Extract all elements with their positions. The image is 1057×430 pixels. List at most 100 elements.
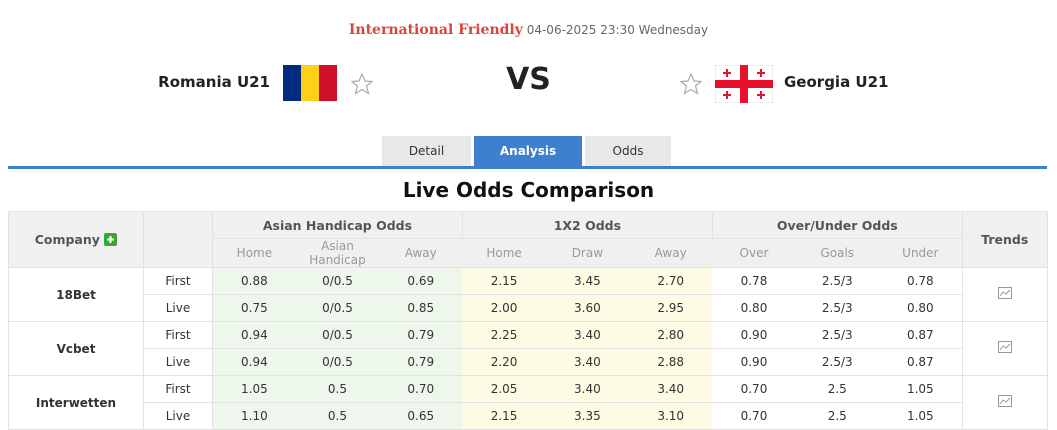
odds-cell: 0.94 (212, 321, 296, 349)
row-label: First (143, 321, 213, 349)
header-row: Company Asian Handicap Odds 1X2 Odds Ove… (8, 211, 1048, 268)
odds-cell: 0.5 (295, 375, 380, 403)
odds-row: Live 0.75 0/0.5 0.85 2.00 3.60 2.95 0.80 2.5/3 0.… (9, 294, 1048, 322)
odds-cell: 2.15 (462, 402, 546, 430)
group-header: 1X2 Odds (461, 211, 713, 239)
odds-cell: 2.5 (795, 375, 879, 403)
odds-cell: 1.05 (878, 375, 963, 403)
company-header-text: Company (34, 232, 100, 247)
group-header: Asian Handicap Odds (212, 211, 463, 239)
datetime: 04-06-2025 23:30 Wednesday (526, 23, 709, 37)
odds-cell: 2.00 (462, 294, 546, 322)
odds-cell: 3.40 (545, 375, 630, 403)
blank-header (143, 211, 213, 268)
odds-cell: 0.80 (878, 294, 963, 322)
odds-cell: 0.79 (379, 321, 463, 349)
group-header: Over/Under Odds (711, 211, 963, 239)
odds-row: Interwetten First 1.05 0.5 0.70 2.05 3.40 3.40 0… (8, 375, 1048, 430)
odds-row: 18Bet First 0.88 0/0.5 0.69 2.15 3.45 2.70 0.78 2… (8, 267, 1048, 322)
odds-cell: 0.90 (712, 348, 796, 376)
company-header: Company (8, 211, 144, 268)
tab[interactable]: Odds (585, 136, 671, 166)
subheader: Over (712, 238, 796, 268)
company-name: 18Bet (8, 267, 144, 322)
row-label: First (143, 375, 213, 403)
trends-cell (961, 375, 1048, 430)
odds-cell: 0/0.5 (295, 267, 380, 295)
row-label: Live (143, 294, 213, 322)
subheader: Away (379, 238, 463, 268)
subheader: Home (462, 238, 546, 268)
subheader: Asian Handicap (295, 238, 380, 268)
odds-cell: 1.05 (878, 402, 963, 430)
odds-cell: 0.90 (712, 321, 796, 349)
odds-cell: 0.87 (878, 321, 963, 349)
trends-header: Trends (961, 211, 1048, 268)
odds-cell: 3.40 (545, 321, 630, 349)
odds-cell: 2.5 (795, 402, 879, 430)
odds-cell: 2.5/3 (795, 321, 879, 349)
odds-cell: 2.5/3 (795, 267, 879, 295)
odds-cell: 0.70 (712, 375, 796, 403)
subheader: Draw (545, 238, 630, 268)
odds-cell: 0.75 (212, 294, 296, 322)
subheader: Goals (795, 238, 879, 268)
odds-cell: 1.05 (212, 375, 296, 403)
odds-cell: 0.69 (379, 267, 463, 295)
trend-icon[interactable] (997, 287, 1012, 299)
odds-cell: 0/0.5 (295, 294, 380, 322)
odds-row: Vcbet First 0.94 0/0.5 0.79 2.25 3.40 2.80 0.90 2… (8, 321, 1048, 376)
odds-cell: 3.40 (629, 375, 713, 403)
trends-cell (961, 321, 1048, 376)
odds-table: Company Asian Handicap Odds 1X2 Odds Ove… (8, 211, 1048, 430)
tab[interactable]: Detail (382, 136, 471, 166)
odds-row: Live 1.10 0.5 0.65 2.15 3.35 3.10 0.70 2.5 1.05 (9, 402, 1048, 430)
odds-cell: 2.25 (462, 321, 546, 349)
add-company[interactable] (104, 233, 118, 246)
subheader: Home (212, 238, 296, 268)
odds-cell: 3.45 (545, 267, 630, 295)
company-name: Vcbet (8, 321, 144, 376)
odds-cell: 3.10 (629, 402, 713, 430)
company-name: Interwetten (8, 375, 144, 430)
odds-cell: 2.05 (462, 375, 546, 403)
odds-cell: 0.5 (295, 402, 380, 430)
odds-cell: 3.40 (545, 348, 630, 376)
odds-cell: 0.79 (379, 348, 463, 376)
odds-cell: 3.35 (545, 402, 630, 430)
subheader-row: Home Asian Handicap Away Home Draw Away Over Go… (9, 238, 1048, 268)
odds-cell: 0.94 (212, 348, 296, 376)
away-team: Georgia U21 (784, 73, 889, 91)
trend-icon[interactable] (997, 341, 1012, 353)
odds-cell: 0.70 (379, 375, 463, 403)
favorite-star[interactable] (351, 73, 373, 95)
tab-active[interactable]: Analysis (474, 136, 582, 166)
trend-icon[interactable] (997, 395, 1012, 407)
odds-cell: 2.88 (629, 348, 713, 376)
competition: International Friendly (348, 22, 523, 38)
row-label: Live (143, 348, 213, 376)
tab-underline (8, 166, 1047, 169)
odds-cell: 2.80 (629, 321, 713, 349)
odds-cell: 2.5/3 (795, 294, 879, 322)
odds-cell: 1.10 (212, 402, 296, 430)
trends-cell (961, 267, 1048, 322)
odds-cell: 2.95 (629, 294, 713, 322)
subheader: Away (629, 238, 713, 268)
odds-cell: 0.87 (878, 348, 963, 376)
odds-cell: 0/0.5 (295, 348, 380, 376)
subheader: Under (878, 238, 963, 268)
odds-cell: 2.5/3 (795, 348, 879, 376)
odds-cell: 0.80 (712, 294, 796, 322)
odds-cell: 0.78 (712, 267, 796, 295)
odds-cell: 2.20 (462, 348, 546, 376)
away-flag (715, 65, 773, 103)
odds-cell: 0.78 (878, 267, 963, 295)
odds-row: Live 0.94 0/0.5 0.79 2.20 3.40 2.88 0.90 2.5/3 0.… (9, 348, 1048, 376)
favorite-star[interactable] (680, 73, 702, 95)
match-info: International Friendly 04-06-2025 23:30 … (0, 22, 1057, 38)
vs: VS (506, 62, 551, 97)
odds-cell: 2.70 (629, 267, 713, 295)
odds-cell: 0/0.5 (295, 321, 380, 349)
